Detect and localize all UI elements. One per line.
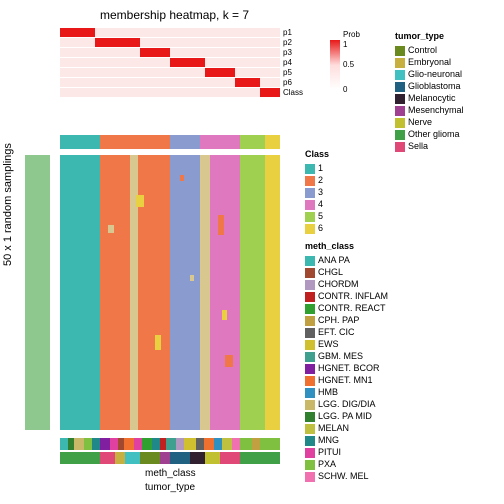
- chart-title: membership heatmap, k = 7: [100, 8, 249, 22]
- prob-tick-1: 1: [343, 40, 347, 49]
- meth-class-legend: meth_classANA PACHGLCHORDMCONTR. INFLAMC…: [305, 240, 388, 482]
- tumor-type-strip: [60, 452, 280, 464]
- prob-tick-0: 0: [343, 85, 347, 94]
- prob-diagonal-strip: [60, 28, 280, 98]
- y-axis-outer-label: 50 x 1 random samplings: [2, 143, 14, 266]
- top-row-labels: p1p2p3p4p5p6Class: [283, 28, 303, 98]
- sampling-sidebar: [25, 155, 50, 430]
- class-annotation-strip: [60, 135, 280, 149]
- tumor-type-legend: tumor_typeControlEmbryonalGlio-neuronalG…: [395, 30, 464, 152]
- tumor-type-label: tumor_type: [145, 482, 195, 493]
- prob-colorbar: [330, 40, 340, 90]
- prob-colorbar-title: Prob: [343, 30, 360, 39]
- prob-tick-05: 0.5: [343, 60, 354, 69]
- meth-class-label: meth_class: [145, 468, 196, 479]
- main-heatmap: [60, 155, 280, 430]
- class-legend: Class123456: [305, 148, 329, 234]
- meth-class-strip: [60, 438, 280, 450]
